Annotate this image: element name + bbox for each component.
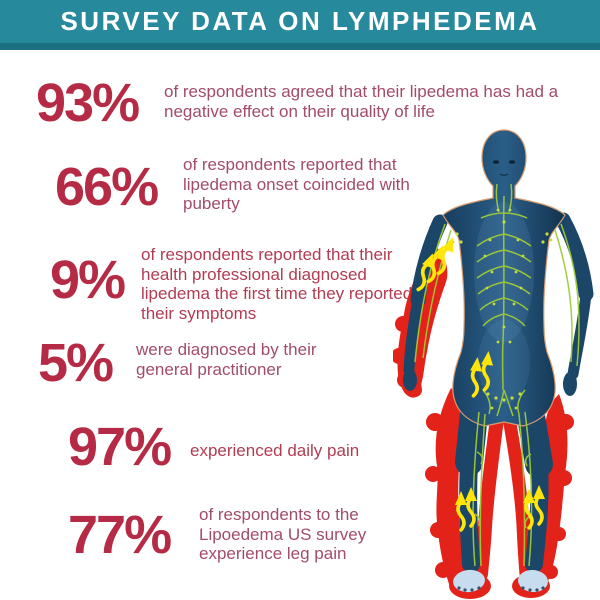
- stat-description-66: of respondents reported that lipedema on…: [183, 155, 410, 214]
- stat-description-9: of respondents reported that their healt…: [141, 245, 413, 323]
- stat-description-93: of respondents agreed that their lipedem…: [164, 82, 559, 121]
- lymphatic-body-svg: [393, 129, 594, 599]
- stat-value-5: 5%: [38, 333, 114, 393]
- header-accent-strip: [0, 43, 600, 50]
- stat-value-93: 93%: [36, 73, 140, 133]
- stat-description-97: experienced daily pain: [190, 441, 360, 460]
- right-foot: [518, 569, 548, 593]
- stat-value-97: 97%: [68, 417, 172, 477]
- lymphatic-body-illustration: [393, 122, 600, 600]
- face-features: [492, 160, 516, 176]
- stat-value-77: 77%: [68, 505, 172, 565]
- lymph-nodes: [451, 208, 553, 410]
- stat-description-77: of respondents to the Lipoedema US surve…: [199, 505, 367, 564]
- page-title: SURVEY DATA ON LYMPHEDEMA: [60, 6, 540, 36]
- header-bar: SURVEY DATA ON LYMPHEDEMA: [0, 0, 600, 43]
- stat-value-9: 9%: [50, 250, 126, 310]
- left-foot: [453, 569, 485, 593]
- stat-value-66: 66%: [55, 157, 159, 217]
- stat-description-5: were diagnosed by their general practiti…: [136, 340, 317, 379]
